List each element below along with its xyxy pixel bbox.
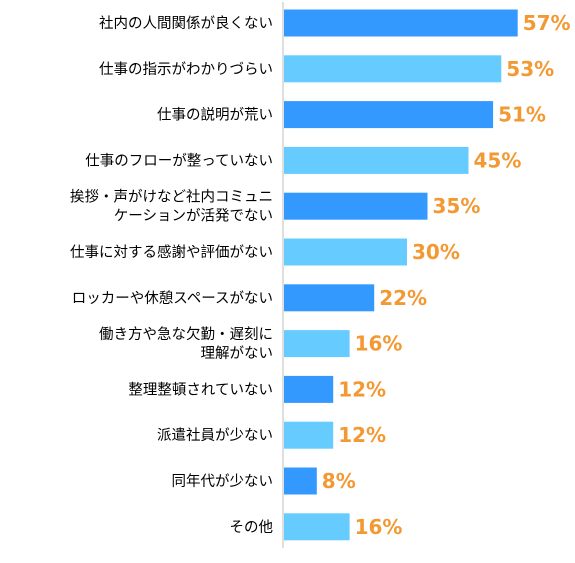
bar — [284, 284, 375, 312]
bar — [284, 467, 317, 495]
bar — [284, 375, 334, 403]
bar — [284, 101, 494, 129]
category-label-line: 同年代が少ない — [172, 473, 274, 490]
category-label: 仕事の説明が荒い — [157, 107, 273, 124]
category-label: 整理整頓されていない — [128, 381, 273, 398]
bar — [284, 55, 502, 83]
value-labels-layer: 57% 53% 51% 45% 35% 30% 22% 16% 12% 12% 8% 16% — [322, 11, 571, 539]
value-label: 51% — [498, 103, 546, 127]
category-label-line: 社内の人間関係が良くない — [99, 15, 273, 32]
value-label: 35% — [433, 194, 481, 218]
category-label-line: 仕事に対する感謝や評価がない — [70, 244, 273, 261]
bar — [284, 192, 428, 220]
value-label: 30% — [412, 240, 460, 264]
category-label-line: 働き方や急な欠勤・遅刻に — [99, 326, 273, 343]
category-label: 仕事の指示がわかりづらい — [99, 61, 273, 78]
value-label: 16% — [355, 332, 403, 356]
category-label-line: ケーションが活発でない — [114, 208, 273, 225]
value-label: 12% — [338, 423, 386, 447]
category-labels-layer: 社内の人間関係が良くない仕事の指示がわかりづらい仕事の説明が荒い仕事のフローが整… — [70, 15, 273, 536]
category-label: 同年代が少ない — [172, 473, 274, 490]
category-label: 仕事のフローが整っていない — [85, 152, 273, 169]
value-label: 12% — [338, 377, 386, 401]
category-label-line: 挨拶・声がけなど社内コミュニ — [70, 188, 273, 206]
category-label-line: 仕事のフローが整っていない — [85, 152, 273, 169]
bar — [284, 9, 518, 37]
value-label: 53% — [506, 57, 554, 81]
category-label-line: 整理整頓されていない — [128, 381, 273, 398]
bar — [284, 238, 407, 266]
bar — [284, 513, 350, 541]
category-label-line: 理解がない — [201, 345, 274, 362]
category-label-line: 仕事の指示がわかりづらい — [99, 61, 273, 78]
category-label-line: 仕事の説明が荒い — [157, 107, 273, 124]
value-label: 22% — [379, 286, 427, 310]
category-label-line: その他 — [230, 519, 274, 536]
category-label: 挨拶・声がけなど社内コミュニケーションが活発でない — [70, 188, 273, 225]
category-label: ロッカーや休憩スペースがない — [72, 290, 273, 307]
category-label: その他 — [230, 519, 274, 536]
category-label-line: ロッカーや休憩スペースがない — [72, 290, 273, 307]
value-label: 8% — [322, 469, 356, 493]
category-label-line: 派遣社員が少ない — [157, 427, 273, 444]
bar — [284, 146, 469, 174]
bar — [284, 330, 350, 358]
bars-layer — [284, 9, 518, 541]
category-label: 社内の人間関係が良くない — [99, 15, 273, 32]
value-label: 45% — [474, 148, 522, 172]
value-label: 57% — [523, 11, 571, 35]
category-label: 働き方や急な欠勤・遅刻に理解がない — [99, 326, 273, 362]
bar — [284, 421, 334, 449]
category-label: 仕事に対する感謝や評価がない — [70, 244, 273, 261]
value-label: 16% — [355, 515, 403, 539]
category-label: 派遣社員が少ない — [157, 427, 273, 444]
